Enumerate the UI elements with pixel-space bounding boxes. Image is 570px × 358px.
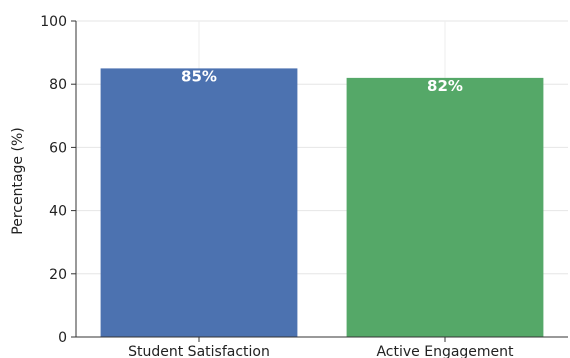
data-label: 82% xyxy=(427,77,463,95)
y-axis-title: Percentage (%) xyxy=(10,127,26,234)
y-tick-label: 0 xyxy=(58,330,67,346)
y-tick-label: 80 xyxy=(49,77,67,93)
bars xyxy=(100,68,544,338)
data-label: 85% xyxy=(181,67,217,85)
axes xyxy=(71,20,568,342)
y-tick-label: 60 xyxy=(49,140,67,156)
x-tick-label: Active Engagement xyxy=(376,344,514,358)
x-tick-label: Student Satisfaction xyxy=(128,344,270,358)
bar-student-satisfaction xyxy=(100,68,298,338)
bar-active-engagement xyxy=(346,77,544,337)
y-tick-label: 40 xyxy=(49,204,67,220)
y-tick-label: 20 xyxy=(49,267,67,283)
labels: 0 20 40 60 80 100 85% Student Satisfaction 82% Ac… xyxy=(40,14,514,358)
y-tick-label: 100 xyxy=(40,14,67,30)
